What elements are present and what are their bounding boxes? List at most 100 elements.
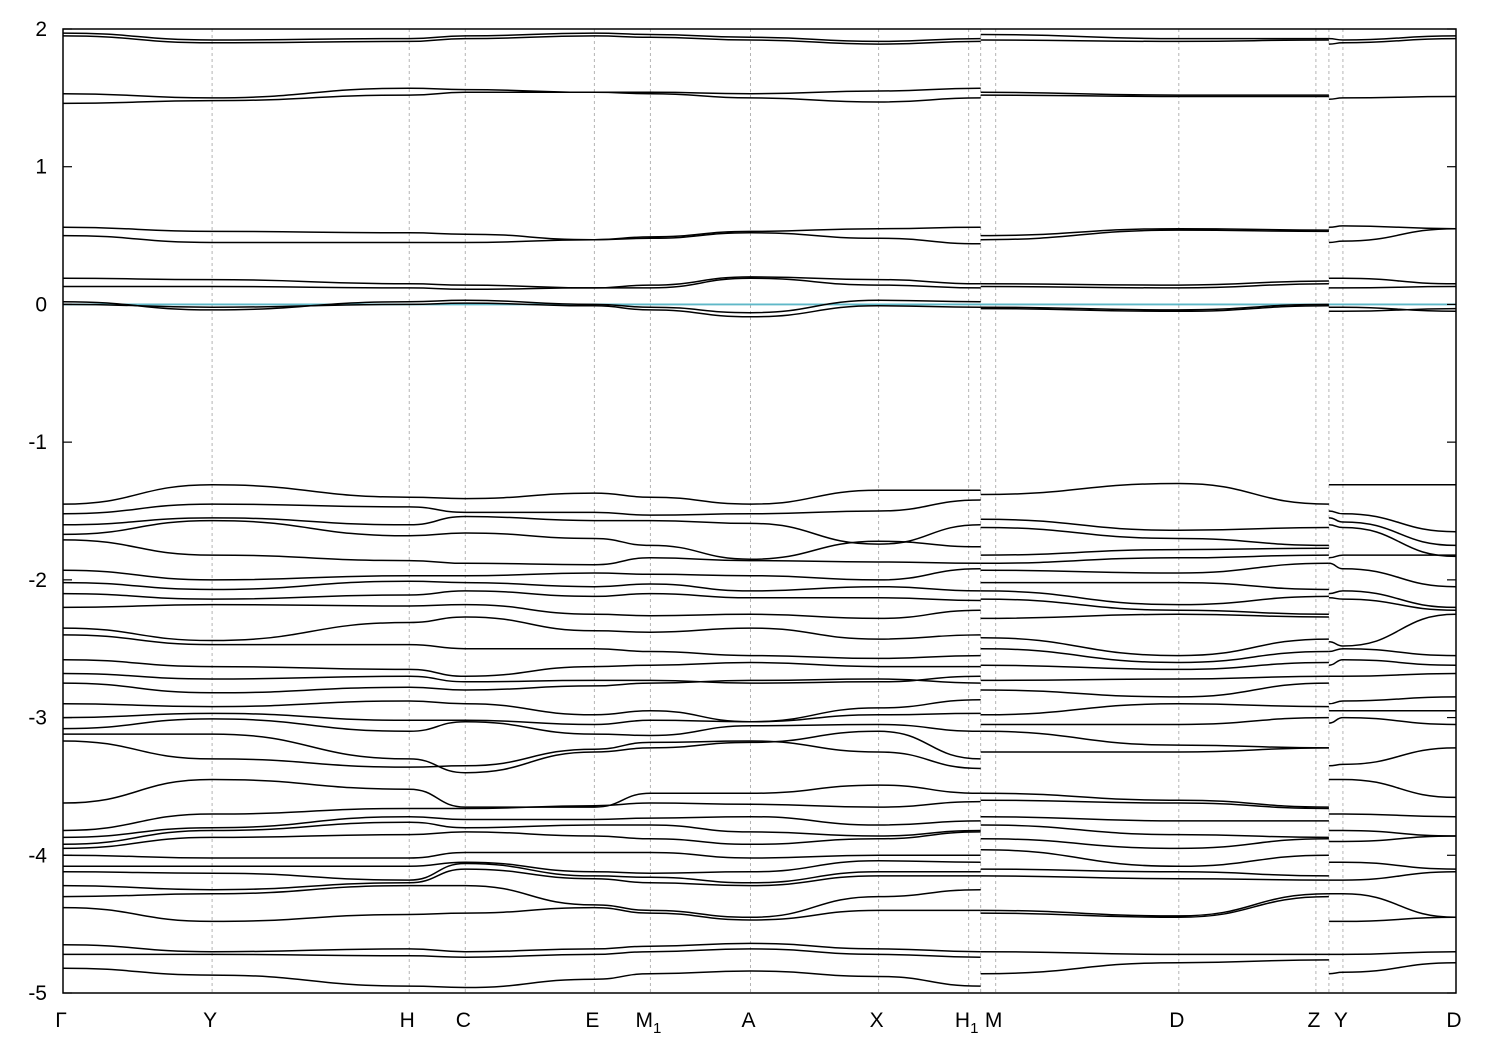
band-line (62, 800, 981, 832)
band-line (62, 519, 981, 560)
band-line (62, 778, 981, 808)
band-line (980, 838, 1329, 850)
band-line (62, 698, 981, 723)
y-tick-label: 1 (35, 156, 47, 179)
band-line (1328, 747, 1457, 767)
band-line (980, 799, 1329, 810)
kpoint-label: Y (1334, 1009, 1348, 1032)
kpoint-label: H1 (955, 1009, 979, 1037)
band-line (62, 634, 981, 660)
band-line (980, 849, 1329, 868)
band-lines (62, 32, 1457, 989)
band-line (980, 554, 1329, 565)
y-tick-label: 0 (35, 293, 47, 316)
band-line (980, 547, 1329, 556)
band-line (62, 678, 981, 694)
band-line (1328, 225, 1457, 230)
band-line (62, 91, 981, 105)
kpoint-label: Y (203, 1009, 217, 1032)
band-line (1328, 961, 1457, 975)
band-line (980, 661, 1329, 671)
band-line (1328, 716, 1457, 726)
y-tick-label: -5 (28, 982, 47, 1005)
band-line (62, 277, 981, 291)
band-line (1328, 613, 1457, 647)
band-line (980, 482, 1329, 505)
y-tick-label: -2 (28, 569, 47, 592)
plot-frame (62, 28, 1457, 994)
band-line (1328, 835, 1457, 843)
band-line (980, 682, 1329, 698)
band-line (62, 658, 981, 678)
band-line (980, 613, 1329, 620)
band-line (1328, 916, 1457, 923)
kpoint-label: M (985, 1009, 1003, 1032)
band-line (62, 35, 981, 45)
kpoint-label: M1 (635, 1009, 661, 1037)
band-line (62, 539, 981, 566)
band-line (1328, 562, 1457, 588)
band-line (980, 636, 1329, 657)
band-line (62, 868, 981, 891)
band-line (1328, 95, 1457, 100)
band-line (62, 718, 981, 737)
band-line (1328, 871, 1457, 881)
band-line (980, 815, 1329, 822)
kpoint-label: A (741, 1009, 755, 1032)
band-line (980, 94, 1329, 98)
band-line (62, 831, 981, 850)
band-line (980, 526, 1329, 547)
y-axis: 2 1 0 -1 -2 -3 -4 -5 (28, 18, 1456, 1005)
band-line (62, 851, 981, 859)
band-line (1328, 861, 1457, 870)
band-line (1328, 696, 1457, 705)
band-line (1328, 517, 1457, 547)
band-line (980, 581, 1329, 591)
band-line (980, 675, 1329, 682)
band-line (63, 860, 981, 874)
band-line (980, 950, 1329, 956)
band-line (1328, 829, 1457, 837)
band-line (980, 91, 1329, 96)
band-line (1328, 277, 1457, 285)
band-line (980, 868, 1329, 877)
band-line (980, 824, 1329, 839)
band-line (980, 562, 1329, 574)
band-line (62, 580, 981, 592)
band-line (1328, 597, 1457, 611)
band-line (1328, 813, 1457, 818)
band-line (62, 967, 981, 989)
band-line (980, 229, 1329, 241)
band-line (62, 499, 981, 516)
band-line (980, 227, 1329, 237)
kpoint-label: C (456, 1009, 471, 1032)
x-axis: Γ Y H C E M1 A X H1 M D Z Y D (55, 1009, 1461, 1037)
band-line (980, 893, 1329, 917)
kpoint-label: X (870, 1009, 884, 1032)
band-line (980, 875, 1329, 881)
band-line (980, 792, 1329, 808)
band-line (62, 299, 981, 314)
band-line (62, 942, 981, 953)
kpoint-label: Z (1307, 1009, 1320, 1032)
kpoint-label: D (1446, 1009, 1461, 1032)
y-tick-label: -3 (28, 707, 47, 730)
band-line (62, 302, 981, 318)
kpoint-label: H (400, 1009, 415, 1032)
band-line (980, 590, 1329, 606)
band-line (1328, 510, 1457, 533)
band-line (1328, 285, 1457, 289)
band-line (980, 895, 1329, 919)
band-line (1328, 950, 1457, 956)
band-line (62, 232, 981, 245)
kpoint-label: Γ (55, 1009, 67, 1032)
band-line (980, 518, 1329, 532)
kpoint-label: D (1169, 1009, 1184, 1032)
band-line (980, 33, 1329, 40)
band-line (62, 884, 981, 919)
band-line (980, 647, 1329, 664)
y-tick-label: -1 (28, 431, 47, 454)
band-line (62, 821, 981, 846)
band-line (62, 712, 981, 726)
